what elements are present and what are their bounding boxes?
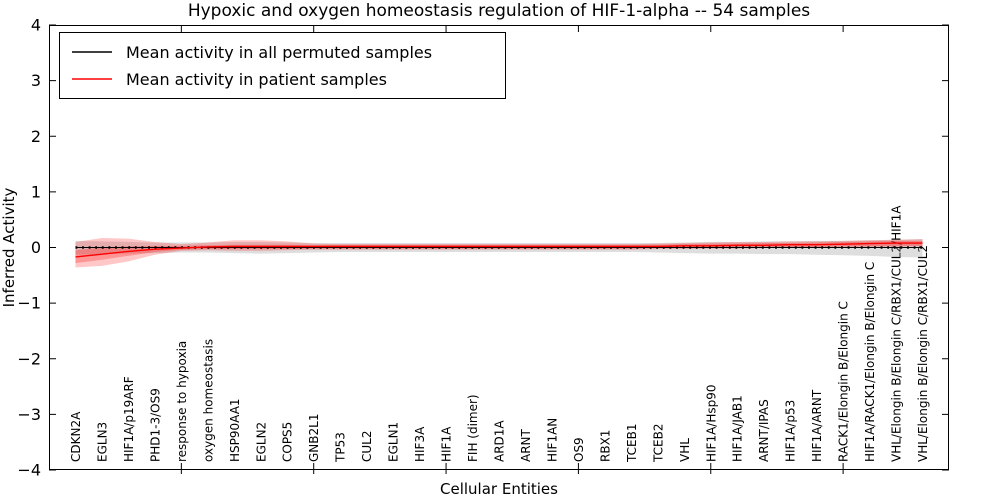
x-tick-label: ARNT/IPAS <box>757 399 771 462</box>
x-tick-label: EGLN1 <box>387 422 401 462</box>
x-tick-label: oxygen homeostasis <box>201 339 215 462</box>
confidence-bands <box>75 238 923 268</box>
x-tick-label: OS9 <box>572 437 586 462</box>
y-tick-label: −3 <box>17 405 41 424</box>
y-axis-label: Inferred Activity <box>0 187 18 307</box>
y-tick-label: −2 <box>17 349 41 368</box>
x-tick-label: VHL/Elongin B/Elongin C/RBX1/CUL2 <box>916 245 930 462</box>
x-tick-label: TP53 <box>334 432 348 463</box>
x-tick-label: FIH (dimer) <box>466 394 480 462</box>
legend-box <box>59 32 506 99</box>
x-tick-label: TCEB1 <box>625 424 639 463</box>
x-tick-label: ARD1A <box>493 420 507 462</box>
x-tick-label: VHL <box>678 438 692 462</box>
x-tick-label: RBX1 <box>598 430 612 462</box>
x-tick-label: HIF1AN <box>545 418 559 462</box>
series-lines <box>75 242 923 258</box>
y-tick-label: 1 <box>31 182 41 201</box>
x-tick-label: HIF1A/RACK1/Elongin B/Elongin C <box>863 262 877 462</box>
x-tick-label: VHL/Elongin B/Elongin C/RBX1/CUL2/HIF1A <box>890 205 904 462</box>
y-tick-label: −1 <box>17 294 41 313</box>
x-tick-label: HIF1A <box>440 426 454 462</box>
x-tick-label: CDKN2A <box>69 411 83 462</box>
y-tick-label: 3 <box>31 71 41 90</box>
x-tick-label: EGLN2 <box>254 422 268 462</box>
x-tick-label: HIF1A/ARNT <box>810 389 824 462</box>
x-tick-label: HSP90AA1 <box>228 398 242 462</box>
x-tick-label: CUL2 <box>360 431 374 462</box>
axes: −4 −3 −2 −1 0 1 2 3 4 <box>17 16 949 480</box>
chart-title: Hypoxic and oxygen homeostasis regulatio… <box>188 1 810 21</box>
legend: Mean activity in all permuted samples Me… <box>59 32 506 99</box>
x-tick-label: RACK1/Elongin B/Elongin C <box>837 301 851 462</box>
x-tick-label: HIF1A/p19ARF <box>122 376 136 462</box>
y-tick-label: 0 <box>31 238 41 257</box>
series-line <box>75 242 923 258</box>
x-tick-label: response to hypoxia <box>175 341 189 462</box>
legend-label-permuted-samples: Mean activity in all permuted samples <box>126 43 432 62</box>
legend-label-patient-samples: Mean activity in patient samples <box>126 70 387 89</box>
x-tick-label: TCEB2 <box>651 424 665 463</box>
x-tick-label: GNB2L1 <box>307 414 321 462</box>
x-tick-label: HIF3A <box>413 426 427 462</box>
x-tick-labels: CDKN2A EGLN3 HIF1A/p19ARF PHD1-3/OS9 respons… <box>69 205 930 463</box>
y-tick-label: 2 <box>31 127 41 146</box>
x-tick-label: COPS5 <box>281 422 295 462</box>
x-tick-label: HIF1A/p53 <box>784 400 798 462</box>
y-tick-label: 4 <box>31 16 41 35</box>
x-tick-label: HIF1A/JAB1 <box>731 395 745 462</box>
x-axis-label: Cellular Entities <box>440 480 558 498</box>
x-tick-label: HIF1A/Hsp90 <box>704 384 718 462</box>
x-tick-label: EGLN3 <box>95 422 109 462</box>
x-tick-label: ARNT <box>519 428 533 462</box>
y-tick-label: −4 <box>17 461 41 480</box>
x-tick-label: PHD1-3/OS9 <box>148 388 162 462</box>
